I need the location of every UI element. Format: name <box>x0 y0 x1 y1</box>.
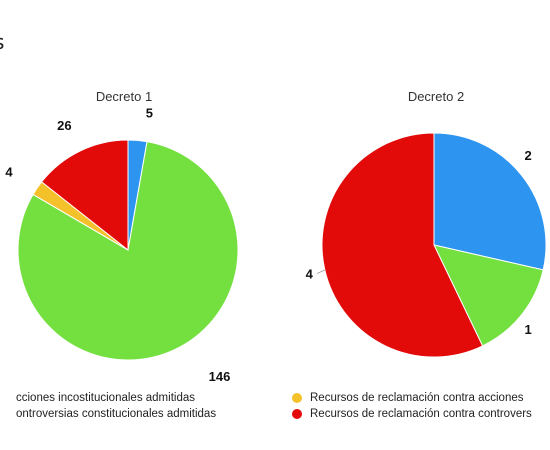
slice-value-label: 1 <box>524 322 531 337</box>
slice-value-label: 5 <box>146 106 153 121</box>
legend-item: ontroversias constitucionales admitidas <box>0 406 216 422</box>
page-title-fragment: s <box>0 30 4 54</box>
chart-title: Decreto 1 <box>96 89 152 104</box>
slice-value-label: 146 <box>209 369 231 384</box>
legend-label: ontroversias constitucionales admitidas <box>16 408 217 420</box>
legend-dot <box>292 409 302 419</box>
pie-slice <box>433 132 547 271</box>
legend-label: cciones incostitucionales admitidas <box>16 392 195 404</box>
legend-item: Recursos de reclamación contra controver… <box>292 406 532 422</box>
legend-label: Recursos de reclamación contra controver… <box>310 408 532 420</box>
slice-value-label: 4 <box>306 267 314 282</box>
pie-slice <box>17 141 239 361</box>
legend-item: cciones incostitucionales admitidas <box>0 390 216 406</box>
legend-dot <box>292 393 302 403</box>
chart-title: Decreto 2 <box>408 89 464 104</box>
slice-value-label: 4 <box>5 165 13 180</box>
legend-item: Recursos de reclamación contra acciones <box>292 390 532 406</box>
slice-value-label: 26 <box>57 118 71 133</box>
pie-slice <box>433 244 544 347</box>
legend-left: cciones incostitucionales admitidas ontr… <box>0 390 216 422</box>
label-leader-line <box>317 269 325 274</box>
pie-slice <box>40 139 129 252</box>
legend-label: Recursos de reclamación contra acciones <box>310 392 524 404</box>
slice-value-label: 2 <box>524 148 531 163</box>
legend-right: Recursos de reclamación contra acciones … <box>292 390 532 422</box>
